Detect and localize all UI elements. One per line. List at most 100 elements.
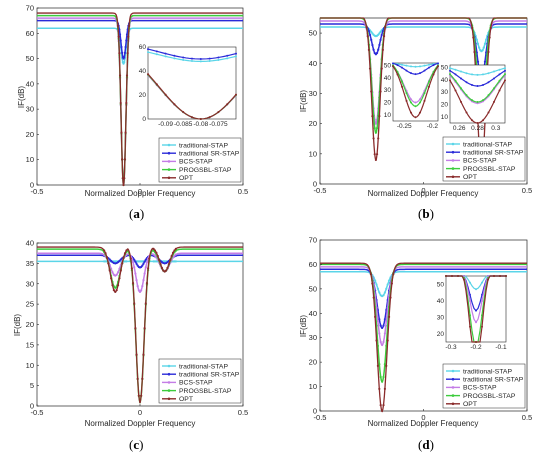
inset-marker xyxy=(428,63,430,66)
series-marker xyxy=(485,38,488,41)
series-marker xyxy=(487,50,490,54)
series-marker xyxy=(367,48,371,51)
series-marker xyxy=(116,271,120,274)
inset-marker xyxy=(147,51,149,54)
plot-area-a xyxy=(37,12,243,187)
inset-y-tick-label: 20 xyxy=(441,101,449,108)
legend-entry: traditional-STAP xyxy=(463,141,512,148)
inset-marker xyxy=(465,72,468,75)
inset-marker xyxy=(475,288,477,291)
series-marker xyxy=(381,343,384,347)
inset-marker xyxy=(191,60,193,63)
inset-marker xyxy=(465,81,468,84)
legend-marker xyxy=(451,402,455,406)
series-marker xyxy=(376,364,380,367)
series-marker xyxy=(377,48,380,51)
ylabel-b: IF(dB) xyxy=(299,90,308,113)
series-marker xyxy=(375,51,379,55)
inset-marker xyxy=(155,53,158,56)
x-tick-label: -0.5 xyxy=(314,186,327,195)
series-marker xyxy=(379,38,382,41)
series-marker xyxy=(117,35,120,38)
inset-marker xyxy=(155,50,158,53)
y-tick-label: 25 xyxy=(26,300,34,309)
series-marker xyxy=(126,51,129,55)
series-marker xyxy=(174,247,177,251)
series-marker xyxy=(476,60,480,63)
series-marker xyxy=(382,324,385,327)
series-marker xyxy=(383,318,386,321)
xlabel-b: Normalized Doppler Frequency xyxy=(368,189,479,198)
legend-entry: traditional SR-STAP xyxy=(179,372,240,379)
series-marker xyxy=(471,26,474,30)
inset-marker xyxy=(498,73,501,76)
inset-marker xyxy=(471,83,473,86)
series-marker xyxy=(121,262,124,265)
series-marker xyxy=(382,404,385,407)
ylabel-d: IF(dB) xyxy=(299,315,308,338)
series-marker xyxy=(375,153,379,156)
inset-marker xyxy=(396,73,399,76)
series-marker xyxy=(133,258,136,261)
inset-y-tick-label: 20 xyxy=(384,99,392,106)
series-marker xyxy=(105,256,109,259)
series-marker xyxy=(140,289,143,292)
series-marker xyxy=(384,26,387,29)
y-tick-label: 40 xyxy=(309,309,317,318)
legend-box xyxy=(158,137,242,183)
ylabel-c: IF(dB) xyxy=(13,314,22,337)
inset-y-tick-label: 10 xyxy=(384,112,392,119)
series-marker xyxy=(378,387,381,390)
series-marker xyxy=(123,252,127,255)
series-marker xyxy=(381,409,384,413)
series-line-2 xyxy=(37,19,243,60)
xlabel-a: Normalized Doppler Frequency xyxy=(85,189,196,198)
inset-marker xyxy=(482,73,484,76)
inset-marker xyxy=(487,111,490,114)
inset-marker xyxy=(428,66,430,69)
series-marker xyxy=(123,158,127,161)
legend-entry: BCS-STAP xyxy=(463,158,497,165)
series-marker xyxy=(381,48,384,51)
legend-c: traditional-STAP traditional SR-STAPBCS-S… xyxy=(158,358,242,404)
x-tick-label: 0.5 xyxy=(238,408,248,417)
inset-marker xyxy=(182,111,185,114)
series-marker xyxy=(374,279,377,282)
x-tick-label: 0 xyxy=(421,186,425,195)
inset-marker xyxy=(460,87,462,90)
inset-marker xyxy=(419,72,421,75)
series-marker xyxy=(379,340,382,344)
inset-marker xyxy=(217,56,220,59)
inset-x-tick-label: 0.28 xyxy=(471,125,484,132)
x-tick-label: -0.5 xyxy=(31,187,44,196)
inset-marker xyxy=(451,275,453,277)
series-marker xyxy=(381,29,384,33)
series-marker xyxy=(118,33,122,36)
series-line-5 xyxy=(37,12,243,186)
inset-marker xyxy=(419,101,421,104)
series-marker xyxy=(135,278,138,282)
series-marker xyxy=(381,380,384,383)
inset-marker xyxy=(475,341,477,343)
inset-marker xyxy=(498,68,501,71)
y-tick-label: 10 xyxy=(26,361,34,370)
series-marker xyxy=(374,158,377,161)
series-marker xyxy=(123,177,126,180)
series-marker xyxy=(482,46,485,49)
y-tick-label: 70 xyxy=(26,4,34,13)
series-marker xyxy=(381,326,384,330)
series-marker xyxy=(153,254,157,257)
inset-marker xyxy=(401,63,403,66)
legend-entry: BCS-STAP xyxy=(179,380,213,387)
y-tick-label: 60 xyxy=(26,29,34,38)
x-tick-label: -0.5 xyxy=(31,408,44,417)
inset-marker xyxy=(405,99,408,102)
inset-marker xyxy=(449,69,451,72)
series-marker xyxy=(143,272,146,275)
inset-marker xyxy=(414,116,417,119)
inset-marker xyxy=(469,300,471,303)
y-tick-label: 30 xyxy=(26,279,34,288)
legend-marker xyxy=(167,168,171,171)
inset-marker xyxy=(471,99,473,102)
